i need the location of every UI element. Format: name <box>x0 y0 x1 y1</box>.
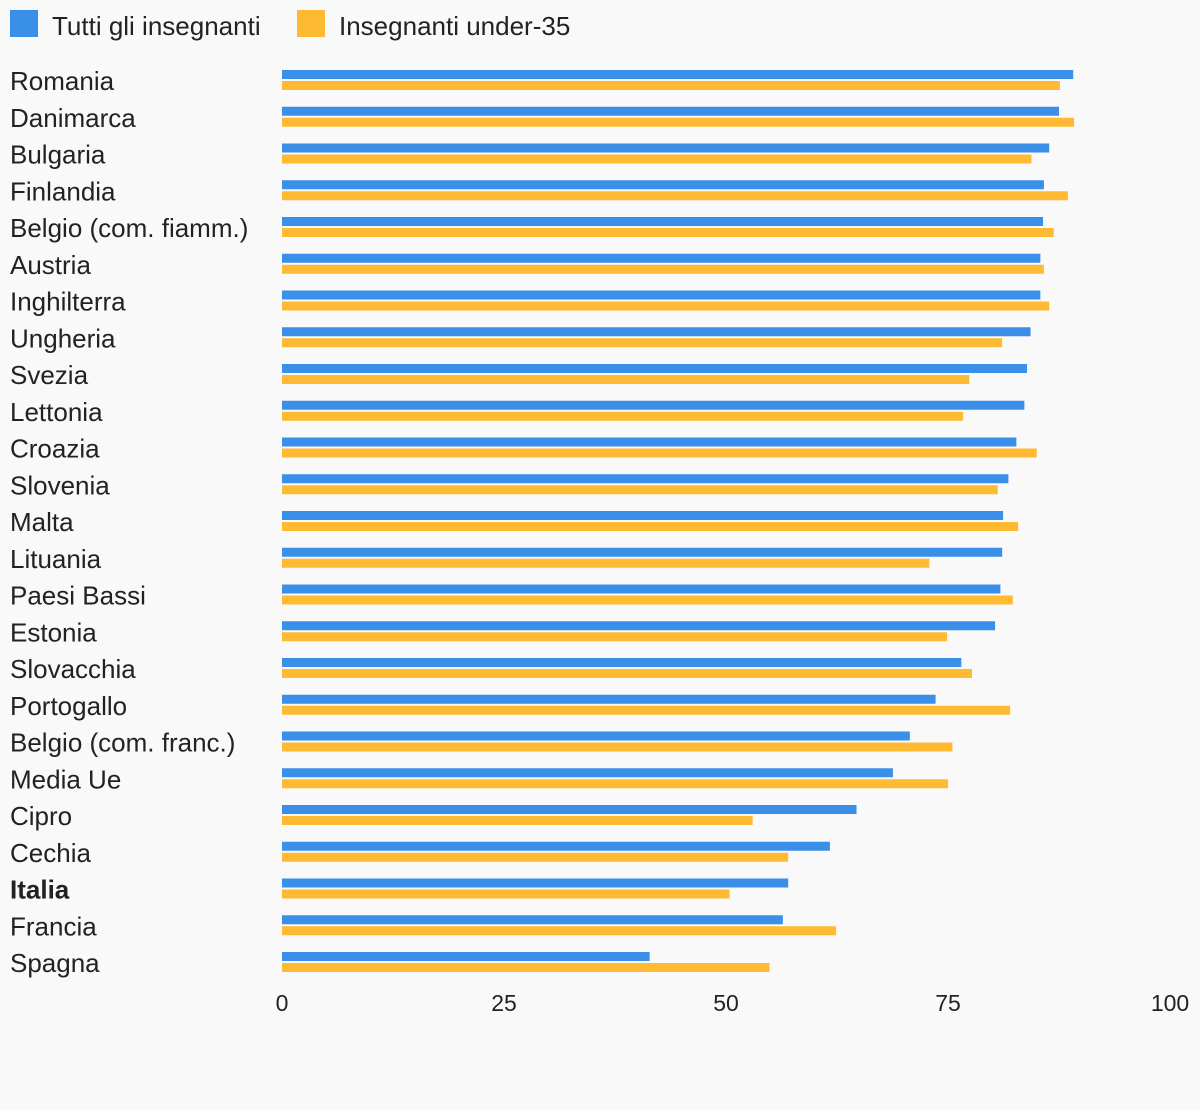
bar-under35 <box>282 448 1037 458</box>
bar-under35 <box>282 779 948 789</box>
bar-tutti <box>282 584 1001 594</box>
bar-under35 <box>282 154 1032 164</box>
bar-tutti <box>282 253 1041 263</box>
bar-under35 <box>282 669 972 678</box>
bar-tutti <box>282 217 1044 226</box>
x-tick-label: 0 <box>276 990 289 1016</box>
x-tick-label: 100 <box>1151 990 1189 1016</box>
bar-tutti <box>282 437 1017 447</box>
bar-tutti <box>282 400 1025 410</box>
bar-under35 <box>282 117 1075 127</box>
category-label: Romania <box>10 66 115 96</box>
bar-tutti <box>282 143 1050 153</box>
category-label: Finlandia <box>10 176 116 206</box>
bar-tutti <box>282 547 1003 557</box>
bar-tutti <box>282 841 830 851</box>
bar-tutti <box>282 658 962 667</box>
category-label: Bulgaria <box>10 140 106 170</box>
x-tick-label: 50 <box>713 990 739 1016</box>
category-label: Slovacchia <box>10 654 136 684</box>
bar-under35 <box>282 889 730 899</box>
bar-tutti <box>282 768 893 778</box>
legend-label-2: Insegnanti under-35 <box>339 11 570 41</box>
bar-tutti <box>282 731 910 741</box>
legend-swatch-1 <box>10 10 38 37</box>
category-label: Danimarca <box>10 103 136 133</box>
category-label: Belgio (com. fiamm.) <box>10 213 248 243</box>
bar-under35 <box>282 228 1054 237</box>
bar-under35 <box>282 816 753 825</box>
category-label: Svezia <box>10 360 89 390</box>
bar-tutti <box>282 915 783 925</box>
bar-under35 <box>282 926 837 936</box>
bar-tutti <box>282 952 650 961</box>
category-label: Inghilterra <box>10 287 126 317</box>
category-label: Austria <box>10 250 91 280</box>
category-label: Cechia <box>10 838 91 868</box>
category-label: Paesi Bassi <box>10 581 146 611</box>
bar-tutti <box>282 290 1041 300</box>
bar-tutti <box>282 70 1074 79</box>
bar-under35 <box>282 632 948 642</box>
bar-tutti <box>282 621 996 631</box>
category-label: Ungheria <box>10 323 116 353</box>
category-label: Croazia <box>10 434 100 464</box>
x-tick-label: 75 <box>935 990 961 1016</box>
bar-under35 <box>282 558 930 568</box>
legend-label-1: Tutti gli insegnanti <box>52 11 261 41</box>
x-tick-label: 25 <box>491 990 517 1016</box>
bar-tutti <box>282 805 857 814</box>
legend-swatch-2 <box>297 10 325 37</box>
bar-under35 <box>282 963 770 972</box>
bar-under35 <box>282 191 1068 201</box>
bar-tutti <box>282 878 789 888</box>
bar-under35 <box>282 375 970 384</box>
bar-under35 <box>282 705 1011 715</box>
category-label: Italia <box>10 875 70 905</box>
category-label: Portogallo <box>10 691 127 721</box>
bar-tutti <box>282 327 1031 337</box>
category-label: Francia <box>10 911 97 941</box>
category-label: Media Ue <box>10 764 121 794</box>
category-label: Belgio (com. franc.) <box>10 728 235 758</box>
bar-tutti <box>282 180 1044 190</box>
bar-tutti <box>282 694 936 704</box>
bar-under35 <box>282 411 964 421</box>
category-label: Lituania <box>10 544 102 574</box>
bar-under35 <box>282 852 789 862</box>
bar-under35 <box>282 264 1044 274</box>
bar-tutti <box>282 474 1009 484</box>
bar-under35 <box>282 742 953 752</box>
bar-under35 <box>282 522 1019 531</box>
category-label: Estonia <box>10 617 97 647</box>
category-label: Malta <box>10 507 74 537</box>
category-label: Lettonia <box>10 397 103 427</box>
category-label: Spagna <box>10 948 100 978</box>
bar-under35 <box>282 338 1003 348</box>
category-label: Cipro <box>10 801 72 831</box>
bar-tutti <box>282 511 1004 520</box>
bar-tutti <box>282 106 1059 116</box>
bar-under35 <box>282 81 1060 90</box>
bar-under35 <box>282 485 998 495</box>
bar-under35 <box>282 301 1050 311</box>
bar-tutti <box>282 364 1028 373</box>
category-label: Slovenia <box>10 470 110 500</box>
bar-under35 <box>282 595 1013 605</box>
